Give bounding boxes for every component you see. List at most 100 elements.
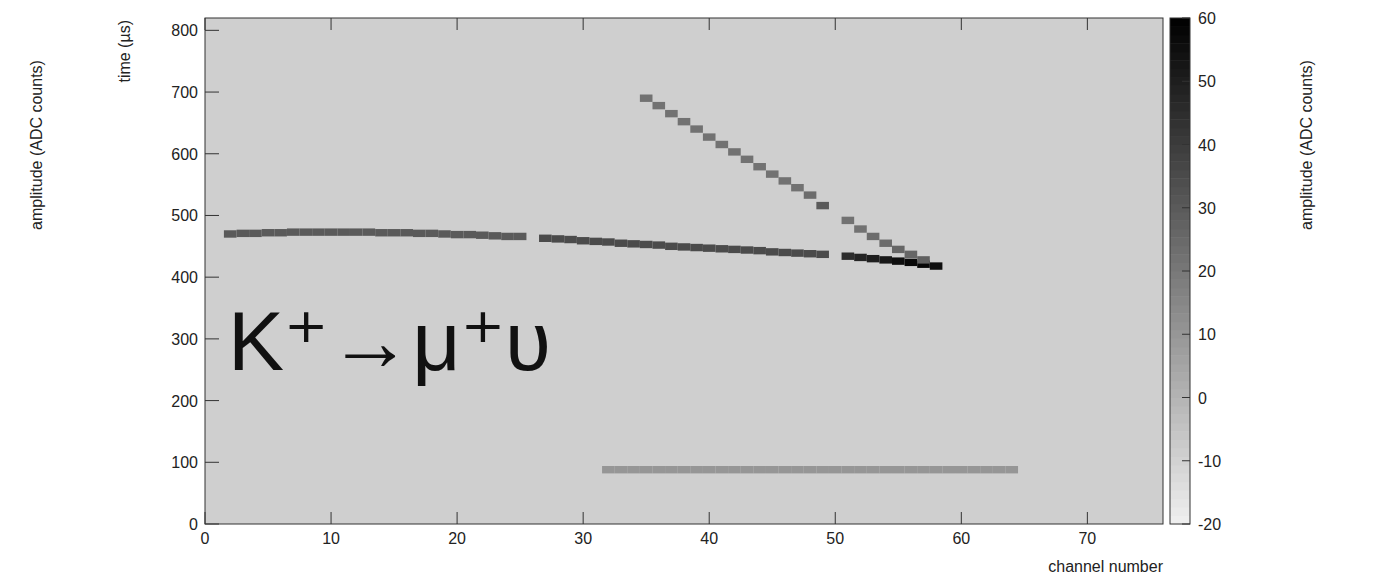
cell	[552, 235, 565, 242]
cell	[665, 110, 678, 117]
cell	[892, 246, 905, 253]
colorbar-step	[1170, 94, 1190, 103]
x-tick	[961, 18, 962, 30]
colorbar-step	[1170, 145, 1190, 154]
cell	[779, 177, 792, 184]
cell	[413, 230, 426, 237]
colorbar-step	[1170, 246, 1190, 255]
x-tick	[583, 512, 584, 524]
cell	[804, 191, 817, 198]
x-tick-label: 10	[322, 530, 340, 547]
colorbar-tick-label: 0	[1198, 390, 1207, 407]
colorbar-step	[1170, 26, 1190, 35]
x-tick	[583, 18, 584, 30]
colorbar-step	[1170, 423, 1190, 432]
colorbar-step	[1170, 18, 1190, 27]
cell	[741, 246, 754, 253]
y-tick-label: 300	[171, 331, 198, 348]
cell	[564, 236, 577, 243]
cell	[753, 247, 766, 254]
x-tick	[331, 512, 332, 524]
x-tick-label: 40	[700, 530, 718, 547]
cell	[955, 466, 968, 473]
colorbar-tick-label: 50	[1198, 73, 1216, 90]
x-tick-label: 0	[201, 530, 210, 547]
cell	[728, 148, 741, 155]
side-label: amplitude (ADC counts)	[28, 60, 45, 230]
cell	[816, 466, 829, 473]
colorbar-step	[1170, 77, 1190, 86]
colorbar-step	[1170, 431, 1190, 440]
colorbar-tick-label: 30	[1198, 200, 1216, 217]
cell	[652, 102, 665, 109]
cell	[905, 259, 918, 266]
colorbar-step	[1170, 237, 1190, 246]
colorbar-step	[1170, 187, 1190, 196]
cell	[589, 238, 602, 245]
y-tick-label: 200	[171, 393, 198, 410]
cell	[917, 256, 930, 263]
colorbar-tick-label: 40	[1198, 137, 1216, 154]
cell	[741, 156, 754, 163]
x-axis-title: channel number	[1048, 558, 1163, 575]
cell	[426, 230, 439, 237]
colorbar-step	[1170, 330, 1190, 339]
colorbar-step	[1170, 85, 1190, 94]
cell	[678, 466, 691, 473]
cell	[665, 243, 678, 250]
cells	[224, 95, 1018, 474]
y-tick-label: 500	[171, 207, 198, 224]
cell	[804, 466, 817, 473]
cell	[703, 133, 716, 140]
colorbar-tick-label: -20	[1198, 516, 1221, 533]
cell	[930, 466, 943, 473]
colorbar-step	[1170, 296, 1190, 305]
colorbar-step	[1170, 322, 1190, 331]
colorbar-tick	[1182, 144, 1190, 145]
cell	[249, 230, 262, 237]
colorbar-label: amplitude (ADC counts)	[1298, 60, 1315, 230]
colorbar-step	[1170, 364, 1190, 373]
colorbar-tick	[1182, 81, 1190, 82]
cell	[917, 466, 930, 473]
chart: 0102030405060700100200300400500600700800…	[0, 0, 1373, 579]
y-tick-label: 0	[189, 516, 198, 533]
cell	[741, 466, 754, 473]
cell	[753, 466, 766, 473]
cell	[816, 202, 829, 209]
cell	[652, 241, 665, 248]
x-tick-label: 60	[952, 530, 970, 547]
colorbar-tick	[1182, 18, 1190, 19]
x-tick	[709, 512, 710, 524]
cell	[627, 240, 640, 247]
colorbar-step	[1170, 229, 1190, 238]
colorbar-step	[1170, 305, 1190, 314]
colorbar-step	[1170, 195, 1190, 204]
cell	[791, 466, 804, 473]
colorbar-step	[1170, 473, 1190, 482]
colorbar-step	[1170, 414, 1190, 423]
y-tick	[205, 338, 219, 339]
colorbar-step	[1170, 69, 1190, 78]
colorbar-tick	[1182, 271, 1190, 272]
cell	[337, 228, 350, 235]
plot-background	[205, 18, 1163, 524]
cell	[224, 230, 237, 237]
cell	[716, 141, 729, 148]
y-tick	[205, 215, 219, 216]
cell	[993, 466, 1006, 473]
cell	[489, 232, 502, 239]
cell	[716, 245, 729, 252]
cell	[627, 466, 640, 473]
cell	[237, 230, 250, 237]
colorbar-step	[1170, 457, 1190, 466]
cell	[300, 228, 313, 235]
y-tick	[205, 92, 219, 93]
y-tick-label: 800	[171, 22, 198, 39]
colorbar-step	[1170, 440, 1190, 449]
cell	[867, 255, 880, 262]
cell	[753, 163, 766, 170]
cell	[779, 249, 792, 256]
cell	[703, 466, 716, 473]
cell	[879, 466, 892, 473]
